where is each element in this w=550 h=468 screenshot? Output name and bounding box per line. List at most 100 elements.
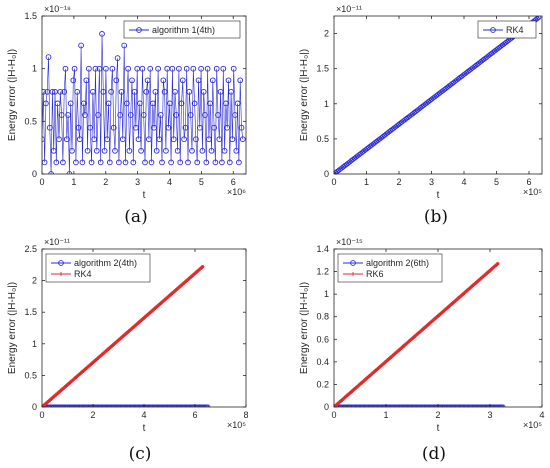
data-point [182,124,189,131]
y-axis-label: Energy error (|H-H₀|) [299,49,310,141]
data-point [110,124,117,131]
legend-marker [58,260,64,266]
data-point [206,136,212,143]
data-point [71,65,78,72]
y-tick-label: 0.2 [316,379,329,389]
x-tick-label: 1 [383,410,388,420]
x-tick-label: 1 [364,177,369,187]
y-exponent: ×10⁻¹¹ [336,4,362,14]
y-tick-label: 2.5 [24,244,37,254]
data-point [239,136,246,143]
data-point [170,136,177,143]
chart-a: 0 1 2 3 4 5 6 0 0.5 1 1.5 ×10⁻¹⁸ ×10⁶ t Energy error (… [7,4,247,227]
y-axis-label: Energy error (|H-H₀|) [7,49,18,141]
data-point [52,88,58,95]
x-tick-label: 2 [90,410,95,420]
series-algorithm-1-4th- [42,31,246,174]
data-point [87,124,94,131]
axes-box [333,15,543,175]
data-point [125,65,131,72]
data-point [232,112,238,118]
data-point [93,147,100,154]
data-point [58,112,65,118]
data-point [76,136,83,143]
data-point [190,65,197,72]
x-tick-label: 4 [539,410,544,420]
data-point [236,159,242,166]
y-tick-label: 1.4 [316,244,329,254]
y-tick-label: 2 [32,276,37,286]
x-tick-label: 2 [396,177,401,187]
data-point [143,88,150,95]
data-point [79,159,86,166]
data-point [60,159,66,166]
data-point [496,261,500,266]
data-point [174,147,181,154]
data-point [50,147,57,154]
axes-box [41,15,247,175]
data-point [146,136,152,143]
legend: algorithm 2(4th)RK4 [45,253,151,283]
data-point [112,147,118,154]
x-tick-label: 5 [199,177,204,187]
legend-box [477,20,537,39]
data-point [42,136,45,143]
data-point [226,159,233,166]
legend-label: RK6 [366,269,384,279]
data-point [119,136,126,143]
data-point [53,159,60,166]
data-point [92,65,99,72]
plot-area [42,264,211,407]
data-point [228,88,234,95]
data-point [63,136,70,143]
x-tick-label: 3 [429,177,434,187]
panel-caption: (b) [424,207,448,227]
data-point [215,112,221,118]
data-point [46,124,53,131]
data-point [126,147,133,154]
chart-c: 0 2 4 6 8 0 0.5 1 1.5 2 2.5 ×10⁻¹¹ ×10⁵ t Energy error… [7,237,249,464]
legend-box [337,253,443,283]
data-point [95,112,101,118]
data-point [221,147,228,154]
legend-label: RK4 [74,269,92,279]
y-axis-label: Energy error (|H-H₀|) [7,282,18,374]
legend-marker [136,27,142,33]
data-point [133,124,139,131]
data-point [169,65,176,72]
x-tick-label: 4 [461,177,466,187]
data-point [99,31,105,37]
data-point [219,159,225,166]
data-point [212,159,219,166]
x-exponent: ×10⁵ [523,420,542,430]
data-point [104,136,111,143]
data-point [168,159,174,166]
data-point [185,159,191,166]
legend-marker [59,272,63,276]
data-point [82,112,88,118]
data-point [78,42,84,49]
panel-caption: (a) [124,207,147,227]
x-exponent: ×10⁶ [227,187,246,197]
data-point [209,77,216,84]
legend-label: RK4 [506,25,524,35]
y-tick-label: 0.5 [316,134,329,144]
y-tick-label: 1.5 [316,64,329,74]
y-tick-label: 0.8 [316,312,329,322]
data-point [97,159,104,166]
data-point [117,112,124,118]
panel-caption: (c) [129,444,152,464]
data-point [196,124,203,131]
x-axis-label: t [437,423,440,434]
data-point [84,147,91,154]
panel-caption: (d) [422,444,446,464]
data-point [153,147,160,154]
data-point [166,100,173,107]
data-point [114,55,121,61]
y-tick-label: 0.6 [316,334,329,344]
y-exponent: ×10⁻¹¹ [44,237,70,247]
data-point [148,159,155,166]
data-point [238,124,245,131]
data-point [156,136,163,143]
data-point [109,65,116,72]
